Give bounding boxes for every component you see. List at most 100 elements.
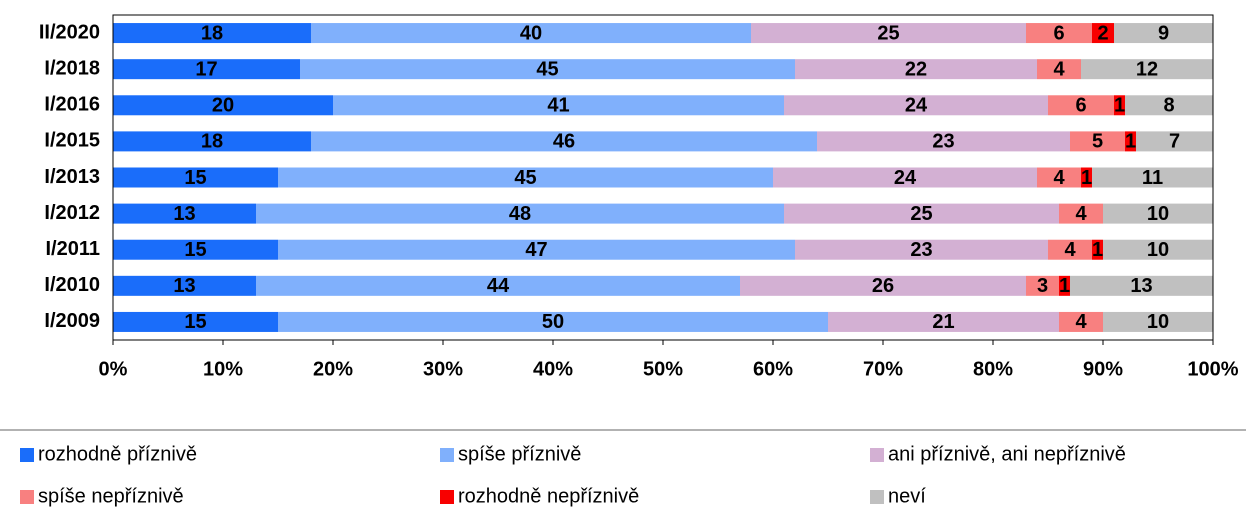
legend-label: spíše příznivě [458,443,581,465]
data-label: 48 [509,203,531,225]
legend-swatch [440,490,454,504]
data-label: 45 [536,58,558,80]
data-label: 46 [553,131,575,153]
data-label: 3 [1037,275,1048,297]
bar-segment [1037,167,1081,188]
x-tick-label: 90% [1083,358,1123,380]
data-label: 13 [1130,275,1152,297]
data-label: 4 [1075,203,1087,225]
bar-segment [784,95,1048,116]
data-label: 44 [487,275,510,297]
data-label: 11 [1142,167,1163,189]
bar-segment [1125,95,1213,116]
data-label: 6 [1075,95,1086,117]
data-label: 8 [1163,95,1174,117]
bar-segment [333,95,784,116]
data-label: 47 [525,239,547,261]
y-tick-label: I/2010 [44,274,100,296]
data-label: 1 [1081,167,1092,189]
data-label: 13 [173,275,195,297]
bar-segment [1092,167,1213,188]
legend-label: rozhodně příznivě [38,443,197,465]
data-label: 18 [201,131,223,153]
x-tick-label: 100% [1187,358,1238,380]
data-label: 23 [910,239,932,261]
bar-segment [1037,59,1081,80]
data-label: 4 [1053,58,1065,80]
bar-segment [1081,59,1213,80]
bar-segment [1136,131,1213,152]
bar-segment [1092,239,1103,260]
data-label: 13 [173,203,195,225]
bar-segment [1048,239,1092,260]
bar-segment [113,239,278,260]
data-label: 5 [1092,131,1103,153]
y-tick-label: I/2013 [44,166,100,188]
y-tick-label: I/2015 [44,130,100,152]
bar-segment [1048,95,1114,116]
bar-segment [1125,131,1136,152]
data-label: 4 [1053,167,1065,189]
data-label: 1 [1114,95,1125,117]
data-label: 4 [1064,239,1076,261]
data-label: 23 [932,131,954,153]
bar-segment [311,23,751,44]
x-tick-label: 60% [753,358,793,380]
data-label: 4 [1075,311,1087,333]
x-tick-label: 80% [973,358,1013,380]
bar-segment [113,95,333,116]
legend-swatch [20,490,34,504]
data-label: 9 [1158,22,1169,44]
data-label: 20 [212,95,234,117]
bar-segment [795,59,1037,80]
bar-segment [828,311,1059,332]
legend-label: rozhodně nepříznivě [458,485,639,507]
data-label: 24 [905,95,928,117]
data-label: 15 [184,239,206,261]
data-label: 2 [1097,22,1108,44]
data-label: 21 [932,311,954,333]
x-tick-label: 70% [863,358,903,380]
data-label: 41 [547,95,569,117]
legend-label: ani příznivě, ani nepříznivě [888,443,1126,465]
bar-segment [817,131,1070,152]
bar-segment [1114,95,1125,116]
bar-segment [278,311,828,332]
y-tick-label: I/2012 [44,202,100,224]
bar-segment [113,131,311,152]
data-label: 25 [877,22,899,44]
data-label: 40 [520,22,542,44]
data-label: 1 [1059,275,1070,297]
bar-segment [1103,239,1213,260]
bar-segment [113,275,256,296]
bar-segment [256,275,740,296]
data-label: 7 [1169,131,1180,153]
bar-segment [784,203,1059,224]
x-tick-label: 10% [203,358,243,380]
data-label: 10 [1147,203,1169,225]
data-label: 50 [542,311,564,333]
bar-segment [300,59,795,80]
bar-segment [278,239,795,260]
bar-segment [1026,275,1059,296]
data-label: 12 [1136,58,1158,80]
bar-segment [1059,311,1103,332]
bar-segment [1103,311,1213,332]
data-label: 25 [910,203,932,225]
legend-swatch [440,448,454,462]
bar-segment [113,167,278,188]
bar-segment [1092,23,1114,44]
y-tick-label: I/2011 [45,238,100,260]
data-label: 17 [195,58,217,80]
data-label: 10 [1147,311,1169,333]
y-tick-label: I/2016 [44,94,100,116]
bar-segment [113,23,311,44]
bar-segment [1059,203,1103,224]
bar-segment [1059,275,1070,296]
bar-segment [751,23,1026,44]
bar-segment [278,167,773,188]
bar-segment [1070,131,1125,152]
data-label: 6 [1053,22,1064,44]
bar-segment [1070,275,1213,296]
